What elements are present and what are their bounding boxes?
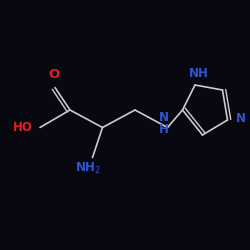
Text: O: O bbox=[48, 68, 60, 81]
Text: N: N bbox=[236, 112, 246, 125]
Text: NH$_2$: NH$_2$ bbox=[74, 161, 101, 176]
Text: NH: NH bbox=[189, 67, 209, 80]
Text: N
H: N H bbox=[159, 111, 169, 136]
Text: HO: HO bbox=[12, 121, 32, 134]
